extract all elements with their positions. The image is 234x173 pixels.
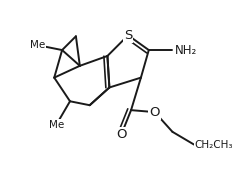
- Text: O: O: [116, 128, 126, 141]
- Text: S: S: [124, 29, 132, 42]
- Text: O: O: [150, 106, 160, 119]
- Text: Me: Me: [49, 120, 64, 130]
- Text: NH₂: NH₂: [174, 44, 197, 57]
- Text: CH₂CH₃: CH₂CH₃: [194, 140, 233, 150]
- Text: Me: Me: [30, 40, 45, 50]
